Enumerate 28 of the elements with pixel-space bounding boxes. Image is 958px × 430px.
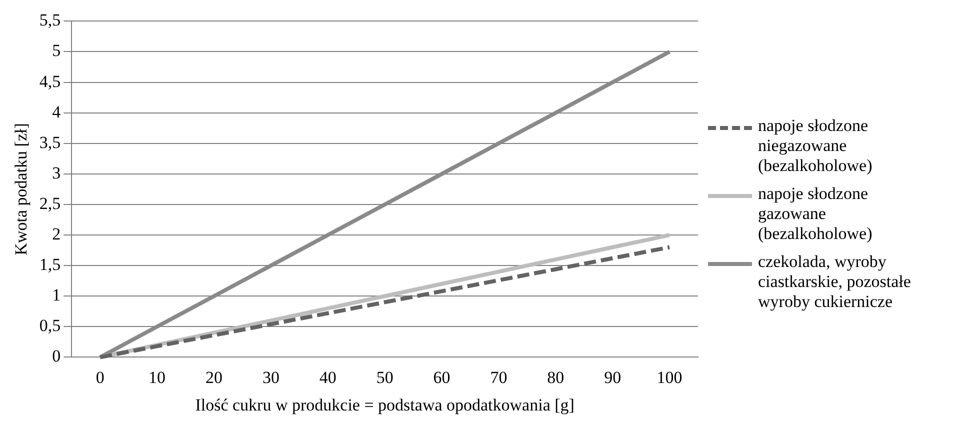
x-tick-label: 80	[547, 368, 564, 387]
y-axis-title: Kwota podatku [zł]	[12, 123, 31, 256]
y-tick-label: 5,5	[39, 10, 61, 30]
y-tick-label: 0	[52, 346, 61, 366]
legend-label: napoje słodzone niegazowane (bezalkoholowe)	[758, 116, 874, 176]
x-tick-label: 100	[656, 368, 682, 387]
x-tick-label: 30	[262, 368, 280, 387]
y-tick-label: 1	[52, 286, 61, 305]
x-tick-label: 70	[490, 368, 508, 387]
x-tick-label: 60	[433, 368, 450, 387]
x-tick-label: 20	[206, 368, 222, 387]
y-tick-label: 5	[52, 41, 61, 60]
y-tick-label: 3	[52, 163, 61, 182]
y-tick-label: 1,5	[39, 255, 61, 274]
x-axis-title: Ilość cukru w produkcie = podstawa opodatkowania [g]	[195, 395, 574, 414]
y-tick-label: 0,5	[39, 316, 61, 336]
y-tick-label: 2	[52, 224, 61, 244]
x-tick-label: 90	[604, 368, 622, 387]
x-tick-label: 10	[148, 368, 166, 387]
legend-label: czekolada, wyroby ciastkarskie, pozostałe wyroby cukiernicze	[758, 252, 912, 312]
y-tick-label: 3,5	[39, 132, 61, 152]
y-tick-label: 4,5	[39, 72, 61, 91]
y-tick-label: 2,5	[39, 194, 61, 213]
legend-label: napoje słodzone gazowane (bezalkoholowe)	[758, 184, 874, 244]
x-tick-label: 40	[319, 368, 336, 387]
x-tick-label: 50	[376, 368, 394, 387]
y-tick-label: 4	[52, 102, 62, 122]
x-tick-label: 0	[96, 368, 104, 387]
